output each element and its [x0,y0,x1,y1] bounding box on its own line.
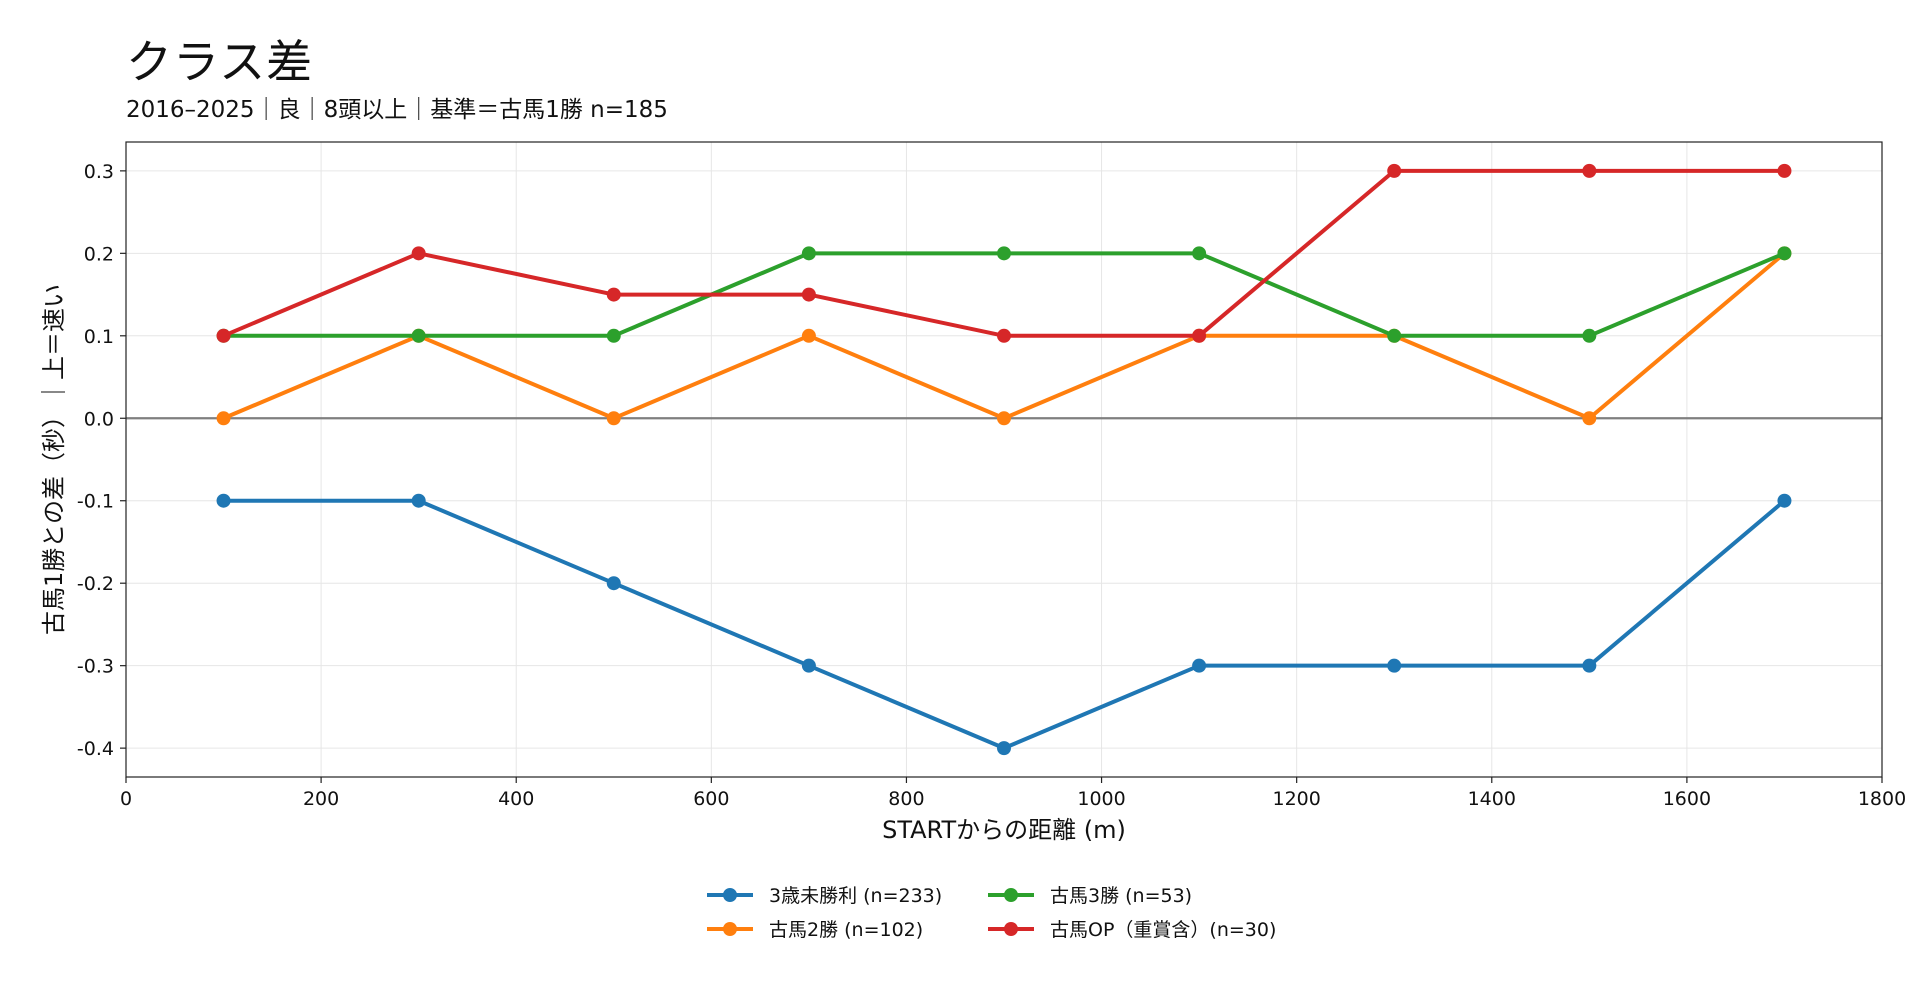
legend-label: 古馬3勝 (n=53) [1050,885,1192,907]
x-tick-label: 400 [498,788,534,810]
data-point [606,287,621,302]
data-point [1387,163,1402,178]
data-point [1192,328,1207,343]
plot-frame [125,141,1883,778]
legend-marker [723,922,737,936]
y-axis-ticks: -0.4 -0.3 -0.2 -0.1 0.0 0.1 0.2 0.3 [77,161,126,760]
data-point [411,493,426,508]
x-axis-ticks: 0 200 400 600 800 1000 1200 1400 1600 1800 [120,777,1906,810]
x-tick-label: 1400 [1468,788,1516,810]
y-tick-label: 0.1 [84,326,114,348]
data-point [1777,246,1792,261]
data-point [411,246,426,261]
data-point [997,411,1011,426]
data-point [216,411,231,426]
x-tick-label: 200 [303,788,339,810]
legend-label: 3歳未勝利 (n=233) [769,885,942,907]
legend-item: 古馬OP（重賞含）(n=30) [988,919,1276,941]
y-tick-label: -0.2 [77,573,114,595]
y-tick-label: 0.2 [84,243,114,265]
x-tick-label: 1800 [1858,788,1906,810]
series-1 [216,493,1792,756]
y-tick-label: -0.4 [77,738,114,760]
x-tick-label: 800 [888,788,924,810]
series-lines [216,163,1792,756]
y-tick-label: -0.1 [77,491,114,513]
data-point [1387,658,1402,673]
data-point [1777,163,1792,178]
legend-marker [1004,888,1018,902]
series-line [223,498,1786,751]
legend-marker [1004,922,1018,936]
data-point [801,328,816,343]
x-axis-label: STARTからの距離 (m) [882,816,1126,844]
series-line [223,251,1786,338]
data-point [801,287,816,302]
x-tick-label: 1200 [1272,788,1320,810]
chart-title: クラス差 [126,35,314,89]
series-3 [216,246,1792,343]
data-point [606,328,621,343]
data-point [801,658,816,673]
data-point [606,576,621,591]
data-point [216,328,231,343]
legend-label: 古馬2勝 (n=102) [769,919,923,941]
chart-subtitle: 2016–2025｜良｜8頭以上｜基準＝古馬1勝 n=185 [126,97,668,123]
data-point [1387,328,1402,343]
y-tick-label: 0.0 [84,408,114,430]
grid [125,142,1883,777]
y-tick-label: -0.3 [77,656,114,678]
data-point [216,493,231,508]
legend-item: 古馬2勝 (n=102) [707,919,923,941]
data-point [1192,246,1207,261]
data-point [1582,411,1597,426]
x-tick-label: 600 [693,788,729,810]
x-tick-label: 1000 [1077,788,1125,810]
legend-item: 3歳未勝利 (n=233) [707,885,942,907]
data-point [801,246,816,261]
legend-item: 古馬3勝 (n=53) [988,885,1192,907]
data-point [1582,328,1597,343]
data-point [1192,658,1207,673]
legend: 3歳未勝利 (n=233) 古馬2勝 (n=102) 古馬3勝 (n=53) 古馬OP… [707,885,1276,941]
data-point [1777,493,1792,508]
y-axis-label: 古馬1勝との差（秒）｜上＝速い [40,284,68,635]
y-tick-label: 0.3 [84,161,114,183]
data-point [606,411,621,426]
legend-label: 古馬OP（重賞含）(n=30) [1050,919,1276,941]
legend-marker [723,888,737,902]
data-point [997,246,1011,261]
data-point [1582,658,1597,673]
data-point [1582,163,1597,178]
data-point [997,741,1011,756]
x-tick-label: 1600 [1663,788,1711,810]
x-tick-label: 0 [120,788,132,810]
series-4 [216,163,1792,343]
data-point [997,328,1011,343]
data-point [411,328,426,343]
